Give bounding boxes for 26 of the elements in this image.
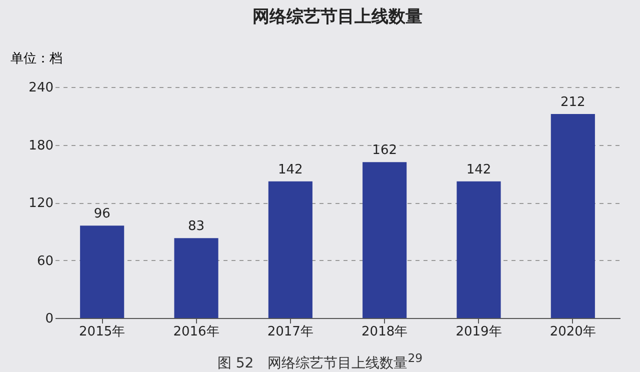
x-tick-label: 2019年 (456, 324, 502, 340)
y-tick-label: 180 (28, 138, 54, 154)
data-label: 142 (278, 162, 303, 178)
bar (456, 181, 501, 318)
x-tick-label: 2017年 (267, 324, 314, 340)
y-axis-title: 单位：档 (10, 52, 62, 66)
x-tick-label: 2016年 (173, 324, 220, 340)
bar (268, 181, 312, 318)
bar (550, 114, 595, 318)
caption: 图 52 网络综艺节目上线数量$^{29}$ (216, 350, 424, 372)
bar (174, 238, 218, 318)
data-label: 142 (466, 162, 492, 178)
y-tick-label: 0 (45, 312, 54, 326)
x-tick-label: 2015年 (79, 324, 126, 340)
y-tick-label: 120 (28, 196, 54, 211)
bar (362, 162, 407, 318)
chart-title: 网络综艺节目上线数量 (252, 7, 422, 27)
x-tick-label: 2020年 (550, 324, 596, 340)
data-label: 162 (372, 143, 397, 158)
data-label: 212 (560, 94, 586, 110)
data-label: 96 (94, 206, 110, 222)
x-tick-label: 2018年 (362, 324, 408, 340)
y-tick-label: 60 (36, 254, 54, 269)
bar (80, 226, 124, 318)
data-label: 83 (188, 219, 205, 234)
y-tick-label: 240 (28, 80, 54, 96)
